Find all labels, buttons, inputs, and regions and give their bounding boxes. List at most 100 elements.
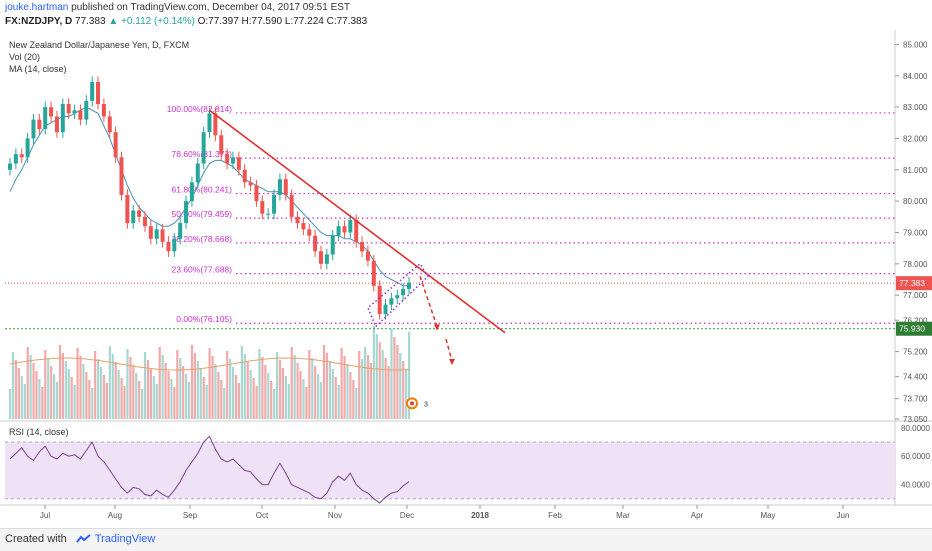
candle-body [277, 179, 282, 195]
price-tick-label: 80.000 [903, 197, 928, 206]
volume-bar [375, 334, 378, 419]
volume-bar [319, 382, 323, 419]
price-tick-label: 83.000 [903, 103, 928, 112]
volume-bar [287, 384, 290, 419]
candle-body [189, 182, 194, 202]
volume-bar [85, 372, 88, 419]
volume-bar [229, 359, 232, 419]
volume-bar [405, 369, 408, 419]
volume-bar [32, 363, 35, 419]
time-tick-label: 2018 [471, 511, 489, 520]
time-tick-label: Nov [328, 511, 342, 520]
candle-body [54, 116, 59, 133]
volume-bar [117, 370, 120, 419]
volume-bar [50, 366, 53, 419]
candle-body [301, 223, 306, 230]
candle-body [225, 154, 230, 164]
candle-body [125, 194, 130, 224]
volume-bar [11, 352, 15, 419]
footer-bar: Created with TradingView [0, 528, 932, 551]
volume-bar [346, 364, 349, 419]
volume-bar [361, 359, 364, 419]
projection-arrow [419, 276, 453, 362]
price-tick-label: 78.000 [903, 260, 928, 269]
price-tick-label: 76.200 [903, 316, 928, 325]
candle-body [324, 254, 329, 264]
volume-bar [267, 373, 270, 419]
volume-bar [402, 361, 405, 419]
volume-bar [70, 377, 73, 419]
volume-bar [352, 380, 355, 419]
volume-bar [387, 366, 390, 419]
volume-bar [390, 329, 393, 419]
candle-body [66, 103, 71, 114]
candle-body [195, 163, 200, 183]
volume-bar [396, 345, 399, 419]
volume-bar [53, 374, 56, 419]
candle-body [148, 226, 153, 239]
candle-body [266, 213, 271, 215]
volume-bar [155, 384, 158, 419]
candle-body [342, 226, 347, 233]
volume-bar [185, 374, 188, 419]
volume-bar [322, 345, 326, 419]
time-tick-label: Sep [183, 511, 198, 520]
volume-bar [9, 389, 12, 419]
price-change: ▲ +0.112 (+0.14%) [108, 16, 195, 27]
candle-body [383, 304, 388, 314]
price-pane [5, 35, 895, 419]
candle-body [96, 82, 101, 104]
last-price-badge [896, 276, 932, 291]
time-tick-label: Mar [616, 511, 630, 520]
volume-legend: Vol (20) [9, 52, 40, 62]
candle-body [119, 157, 124, 195]
price-tick-label: 84.000 [903, 72, 928, 81]
volume-bar [223, 388, 226, 419]
volume-bar [97, 359, 100, 419]
candle-body [336, 226, 341, 236]
volume-bar [99, 367, 103, 419]
time-tick-label: Aug [108, 511, 122, 520]
candle-body [289, 194, 294, 217]
support-price-badge-label: 75.930 [899, 324, 925, 334]
volume-bar [399, 353, 402, 419]
support-price-badge [896, 321, 932, 336]
volume-bar [170, 379, 173, 419]
volume-bar [14, 360, 18, 419]
volume-bar [302, 379, 305, 419]
rsi-legend: RSI (14, close) [9, 427, 69, 437]
chart-canvas[interactable]: 85.000 84.000 83.000 82.000 81.000 80.000 79.0… [0, 30, 932, 528]
volume-bar [349, 372, 352, 419]
ohlc-values: O:77.397 H:77.590 L:77.224 C:77.383 [197, 16, 368, 27]
price-tick-label: 85.000 [903, 40, 928, 49]
volume-bar [299, 371, 302, 419]
volume-bar [293, 355, 296, 419]
time-tick-label: Apr [691, 511, 704, 520]
volume-bar [38, 379, 41, 419]
volume-bar [343, 356, 346, 419]
fib-level-label: 0.00%(76.105) [176, 314, 232, 324]
volume-bar [296, 363, 299, 419]
rsi-tick-label: 40.0000 [901, 481, 930, 490]
candle-body [8, 163, 12, 170]
volume-bar [167, 371, 170, 419]
author-link[interactable]: jouke.hartman [5, 2, 69, 13]
candle-body [160, 229, 165, 242]
volume-bar [284, 376, 287, 419]
volume-bar [17, 368, 21, 419]
volume-bar [173, 387, 176, 419]
tradingview-brand[interactable]: TradingView [94, 533, 156, 545]
volume-bar [182, 366, 185, 419]
price-channel [367, 262, 429, 328]
volume-bar [164, 363, 167, 419]
candle-body [407, 282, 411, 289]
volume-bar [408, 332, 411, 419]
candle-body [401, 288, 406, 296]
candle-body [131, 210, 136, 224]
candle-body [72, 110, 77, 114]
volume-bar [193, 353, 197, 419]
volume-bar [141, 389, 144, 419]
fib-level-label: 38.20%(78.668) [172, 234, 233, 244]
volume-bar [20, 376, 23, 419]
volume-bar [64, 361, 67, 419]
